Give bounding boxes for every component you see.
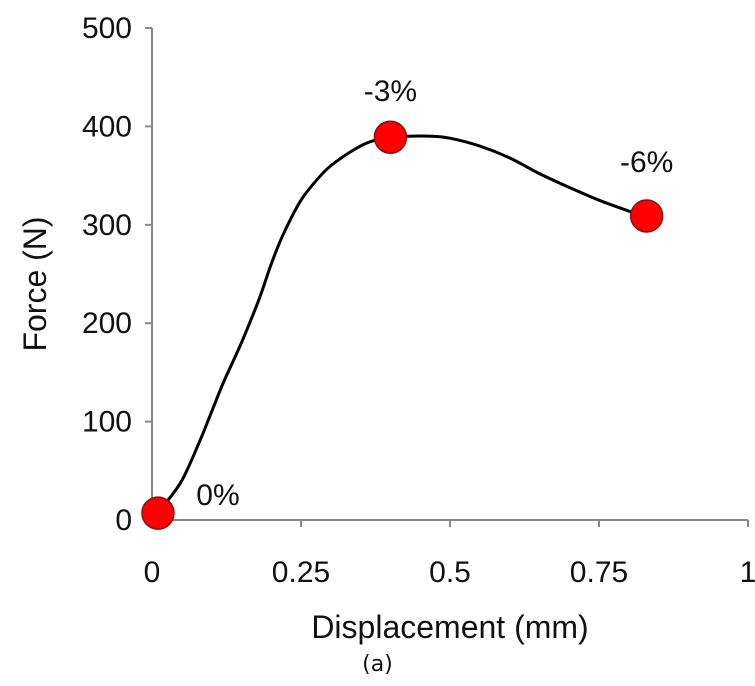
x-axis-title: Displacement (mm) <box>311 609 588 645</box>
data-point-marker <box>629 199 664 233</box>
figure-caption: (a) <box>362 652 393 677</box>
y-tick-label: 300 <box>82 209 132 242</box>
data-point-label: 0% <box>196 479 239 512</box>
y-tick-label: 500 <box>82 12 132 45</box>
y-tick-label: 100 <box>82 406 132 439</box>
force-curve <box>150 134 648 521</box>
x-tick-label: 0.25 <box>272 556 330 589</box>
force-displacement-chart: 0 100 200 300 400 500 0 0.25 0.5 0.75 1 Displacemen… <box>17 12 755 645</box>
data-point-label: -3% <box>364 75 417 108</box>
x-tick-label: 0.5 <box>429 556 471 589</box>
y-tick-label: 0 <box>115 504 132 537</box>
y-axis-title: Force (N) <box>17 216 53 351</box>
y-tick-label: 200 <box>82 307 132 340</box>
data-point-marker <box>373 120 408 154</box>
data-point-label: -6% <box>620 146 673 179</box>
x-tick-label: 0.75 <box>570 556 628 589</box>
y-tick-label: 400 <box>82 110 132 143</box>
x-tick-label: 0 <box>144 556 161 589</box>
x-tick-label: 1 <box>740 556 755 589</box>
data-point-marker <box>141 496 175 530</box>
